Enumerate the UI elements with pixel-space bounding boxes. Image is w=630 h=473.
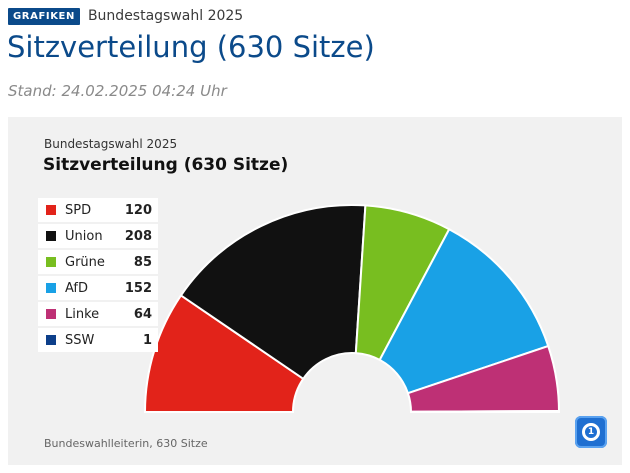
source-note: Bundeswahlleiterin, 630 Sitze [44, 437, 208, 450]
legend-seat-count: 152 [124, 280, 152, 296]
legend-item: SSW 1 [38, 328, 158, 352]
legend-party-name: Union [65, 228, 103, 244]
chart-title: Sitzverteilung (630 Sitze) [43, 155, 289, 175]
legend-item: AfD 152 [38, 276, 158, 300]
legend-seat-count: 64 [133, 306, 152, 322]
legend-item: Grüne 85 [38, 250, 158, 274]
header-row: GRAFIKEN Bundestagswahl 2025 [8, 7, 243, 25]
seat-distribution-chart [143, 204, 561, 413]
seat-segment-spd[interactable] [143, 294, 305, 413]
legend-party-name: Linke [65, 306, 100, 322]
legend-swatch [46, 283, 56, 293]
ard-logo-number: 1 [587, 426, 595, 437]
page-title: Sitzverteilung (630 Sitze) [7, 30, 375, 64]
legend-party-name: SSW [65, 332, 95, 348]
legend-item: Union 208 [38, 224, 158, 248]
legend-swatch [46, 309, 56, 319]
legend-swatch [46, 335, 56, 345]
ard-logo-ring: 1 [582, 423, 600, 441]
legend-party-name: AfD [65, 280, 89, 296]
timestamp: Stand: 24.02.2025 04:24 Uhr [8, 82, 227, 100]
chart-kicker: Bundestagswahl 2025 [44, 137, 178, 151]
legend-item: Linke 64 [38, 302, 158, 326]
legend-seat-count: 85 [133, 254, 152, 270]
legend-item: SPD 120 [38, 198, 158, 222]
legend-seat-count: 208 [124, 228, 152, 244]
header-subtitle: Bundestagswahl 2025 [87, 8, 244, 24]
grafiken-badge[interactable]: GRAFIKEN [8, 7, 80, 25]
chart-legend: SPD 120 Union 208 Grüne 85 AfD 152 Linke 64 SSW 1 [38, 198, 158, 354]
legend-party-name: Grüne [65, 254, 105, 270]
legend-swatch [46, 231, 56, 241]
seat-segment-union[interactable] [179, 204, 367, 381]
chart-card: Bundestagswahl 2025 Sitzverteilung (630 … [8, 117, 622, 465]
seat-segment-ssw[interactable] [409, 409, 561, 413]
legend-swatch [46, 205, 56, 215]
seat-segment-afd[interactable] [378, 227, 550, 395]
legend-swatch [46, 257, 56, 267]
legend-seat-count: 120 [124, 202, 152, 218]
legend-seat-count: 1 [142, 332, 152, 348]
legend-party-name: SPD [65, 202, 92, 218]
ard-logo-icon[interactable]: 1 [575, 416, 607, 448]
